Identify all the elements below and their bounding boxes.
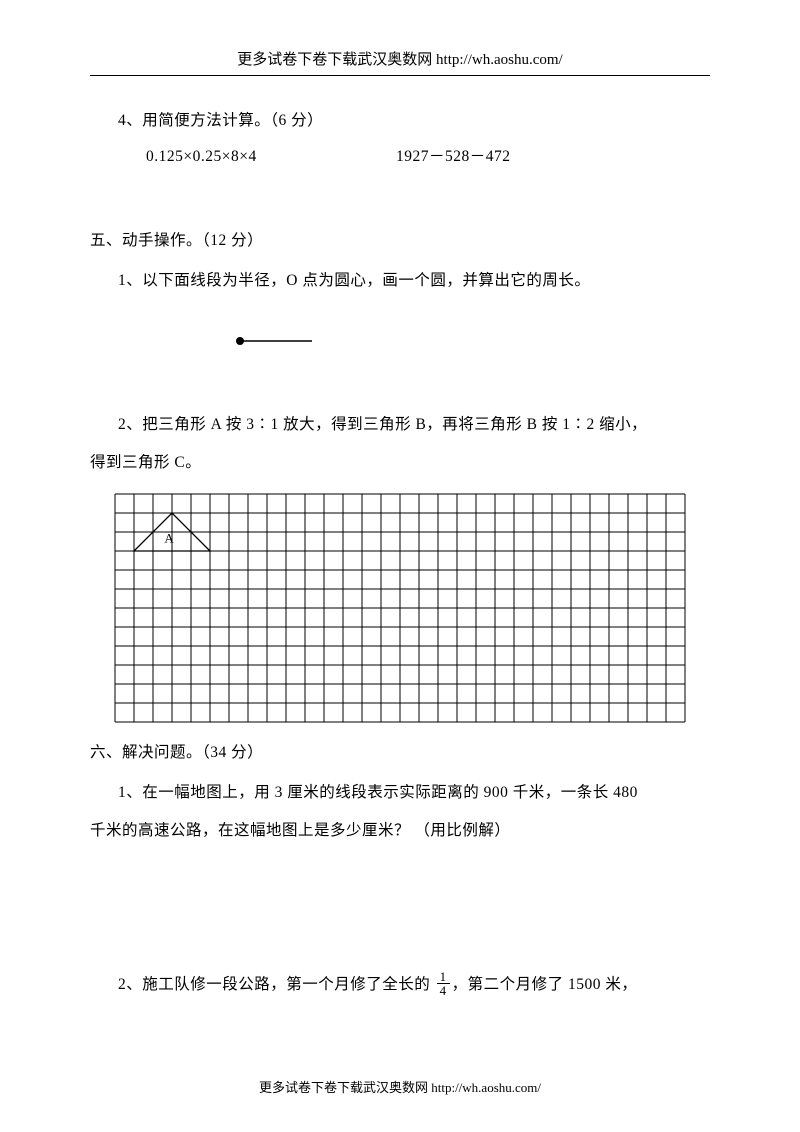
q2-frac-den: 4 bbox=[437, 984, 450, 997]
section6-q2: 2、施工队修一段公路，第一个月修了全长的 14，第二个月修了 1500 米， bbox=[118, 968, 710, 1002]
section5-q2a: 2、把三角形 A 按 3∶1 放大，得到三角形 B，再将三角形 B 按 1∶2 … bbox=[118, 408, 710, 442]
section6-q1a: 1、在一幅地图上，用 3 厘米的线段表示实际距离的 900 千米，一条长 480 bbox=[118, 776, 710, 810]
section5-title: 五、动手操作。（12 分） bbox=[90, 224, 710, 258]
q4-expr2: 1927－528－472 bbox=[396, 140, 511, 174]
q2-pre: 2、施工队修一段公路，第一个月修了全长的 bbox=[118, 976, 435, 993]
q2-frac-num: 1 bbox=[437, 970, 450, 984]
page-footer: 更多试卷下卷下载武汉奥数网 http://wh.aoshu.com/ bbox=[0, 1077, 800, 1096]
grid-figure: A bbox=[114, 493, 710, 728]
section6-q1b: 千米的高速公路，在这幅地图上是多少厘米？ （用比例解） bbox=[90, 814, 710, 848]
page-header: 更多试卷下卷下载武汉奥数网 http://wh.aoshu.com/ bbox=[90, 48, 710, 76]
section5-q1: 1、以下面线段为半径，O 点为圆心，画一个圆，并算出它的周长。 bbox=[118, 264, 710, 298]
q2-fraction: 14 bbox=[437, 970, 450, 997]
q4-expr1: 0.125×0.25×8×4 bbox=[146, 140, 396, 174]
section5-q2b: 得到三角形 C。 bbox=[90, 446, 710, 480]
svg-text:A: A bbox=[164, 530, 174, 545]
radius-figure bbox=[235, 334, 710, 348]
q4-expressions: 0.125×0.25×8×4 1927－528－472 bbox=[146, 140, 710, 174]
q2-post: ，第二个月修了 1500 米， bbox=[452, 976, 638, 993]
section6-title: 六、解决问题。（34 分） bbox=[90, 736, 710, 770]
q4-title: 4、用简便方法计算。（6 分） bbox=[118, 104, 710, 138]
